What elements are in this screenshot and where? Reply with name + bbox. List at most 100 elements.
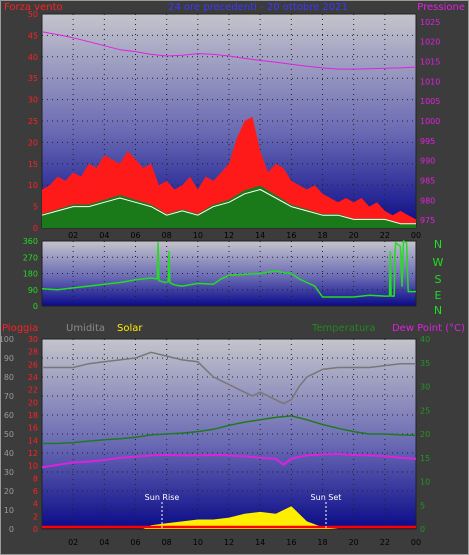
y-tick-label: 0	[420, 525, 425, 534]
dewpoint-title: Dew Point (°C)	[392, 323, 465, 334]
x-tick-label: 22	[380, 538, 390, 547]
x-tick-label: 02	[68, 231, 78, 240]
y-tick-label: 975	[420, 216, 435, 225]
y-tick-label: 26	[28, 360, 38, 369]
y-tick-label: 80	[4, 373, 14, 382]
y-tick-label: 22	[28, 386, 38, 395]
temperature-axis: 0 5 10 15 20 25 30 35 40	[420, 335, 430, 534]
wind-title: Forza vento	[4, 2, 63, 13]
y-tick-label: 40	[4, 449, 14, 458]
y-tick-label: 70	[4, 392, 14, 401]
cardinal-label: N	[434, 238, 442, 251]
y-tick-label: 30	[420, 383, 430, 392]
x-tick-label: 10	[193, 538, 203, 547]
y-tick-label: 1025	[420, 18, 440, 27]
y-tick-label: 15	[28, 160, 38, 169]
x-tick-label: 14	[255, 538, 265, 547]
pressure-line	[41, 31, 417, 70]
x-tick-label: 18	[317, 538, 327, 547]
cardinal-axis: N W S E N	[433, 238, 444, 317]
humidity-title: Umidita	[66, 323, 105, 334]
direction-line	[41, 240, 416, 298]
x-tick-label: 12	[224, 538, 234, 547]
period-title: 24 ore precedenti - 20 ottobre 2021	[168, 2, 348, 13]
y-tick-label: 20	[28, 398, 38, 407]
x-tick-label: 14	[255, 231, 265, 240]
y-tick-label: 4	[33, 500, 38, 509]
y-tick-label: 985	[420, 176, 435, 185]
x-tick-label: 20	[349, 538, 359, 547]
y-tick-label: 0	[33, 224, 38, 233]
cardinal-label: E	[435, 289, 442, 302]
wind-avg-area	[42, 185, 416, 228]
y-tick-label: 45	[28, 31, 38, 40]
x-tick-label: 16	[286, 538, 296, 547]
y-tick-label: 90	[4, 354, 14, 363]
y-tick-label: 14	[28, 436, 38, 445]
cardinal-label: W	[433, 256, 444, 269]
y-tick-label: 270	[23, 253, 38, 262]
y-tick-label: 35	[420, 359, 430, 368]
x-tick-label: 00	[411, 231, 421, 240]
wind-avg-line	[41, 189, 416, 225]
y-tick-label: 20	[28, 138, 38, 147]
y-tick-label: 25	[420, 406, 430, 415]
y-tick-label: 50	[4, 430, 14, 439]
series-1	[41, 31, 417, 228]
temperature-title: Temperatura	[311, 323, 376, 334]
y-tick-label: 20	[420, 430, 430, 439]
y-tick-label: 0	[9, 525, 14, 534]
sunset-label: Sun Set	[311, 493, 342, 502]
x-tick-label: 06	[130, 538, 140, 547]
x-tick-label: 16	[286, 231, 296, 240]
dewpoint-line	[41, 452, 417, 469]
x-tick-label: 08	[162, 538, 172, 547]
y-tick-label: 1005	[420, 97, 440, 106]
y-tick-label: 20	[4, 487, 14, 496]
humidity-line	[42, 351, 416, 405]
grid-2	[42, 241, 416, 306]
series-2	[41, 240, 416, 298]
y-tick-label: 5	[420, 501, 425, 510]
series-3	[41, 351, 417, 529]
y-tick-label: 990	[420, 157, 435, 166]
time-axis-1: 02 04 06 08 10 12 14 16 18 20 22 00	[68, 231, 421, 240]
sunrise-label: Sun Rise	[145, 493, 180, 502]
y-tick-label: 6	[33, 487, 38, 496]
direction-axis: 0 90 180 270 360	[23, 237, 38, 311]
y-tick-label: 12	[28, 449, 38, 458]
x-tick-label: 06	[130, 231, 140, 240]
pressure-axis: 975 980 985 990 995 1000 1005 1010 1015 1020 1025	[420, 18, 440, 225]
y-tick-label: 360	[23, 237, 38, 246]
pressure-title: Pressione	[417, 2, 465, 13]
y-tick-label: 1015	[420, 58, 440, 67]
y-tick-label: 90	[28, 286, 38, 295]
y-tick-label: 5	[33, 203, 38, 212]
y-tick-label: 30	[4, 468, 14, 477]
y-tick-label: 35	[28, 74, 38, 83]
y-tick-label: 30	[28, 335, 38, 344]
cardinal-label: N	[434, 304, 442, 317]
solar-title: Solar	[117, 323, 143, 334]
y-tick-label: 10	[28, 462, 38, 471]
x-tick-label: 04	[99, 538, 109, 547]
y-tick-label: 995	[420, 137, 435, 146]
solar-area	[42, 506, 416, 529]
rain-title: Pioggia	[2, 323, 38, 334]
y-tick-label: 1020	[420, 38, 440, 47]
y-tick-label: 10	[4, 506, 14, 515]
x-tick-label: 04	[99, 231, 109, 240]
annotations: Sun Rise Sun Set	[145, 493, 342, 529]
y-tick-label: 0	[33, 525, 38, 534]
y-tick-label: 40	[28, 53, 38, 62]
x-tick-label: 08	[162, 231, 172, 240]
y-tick-label: 0	[33, 302, 38, 311]
temperature-line	[42, 415, 417, 445]
y-tick-label: 15	[420, 454, 430, 463]
grid-1	[42, 14, 416, 228]
x-tick-label: 18	[317, 231, 327, 240]
meteo-panel: Sun Rise Sun Set 0102030405060708090100 …	[0, 335, 430, 547]
y-tick-label: 10	[28, 181, 38, 190]
